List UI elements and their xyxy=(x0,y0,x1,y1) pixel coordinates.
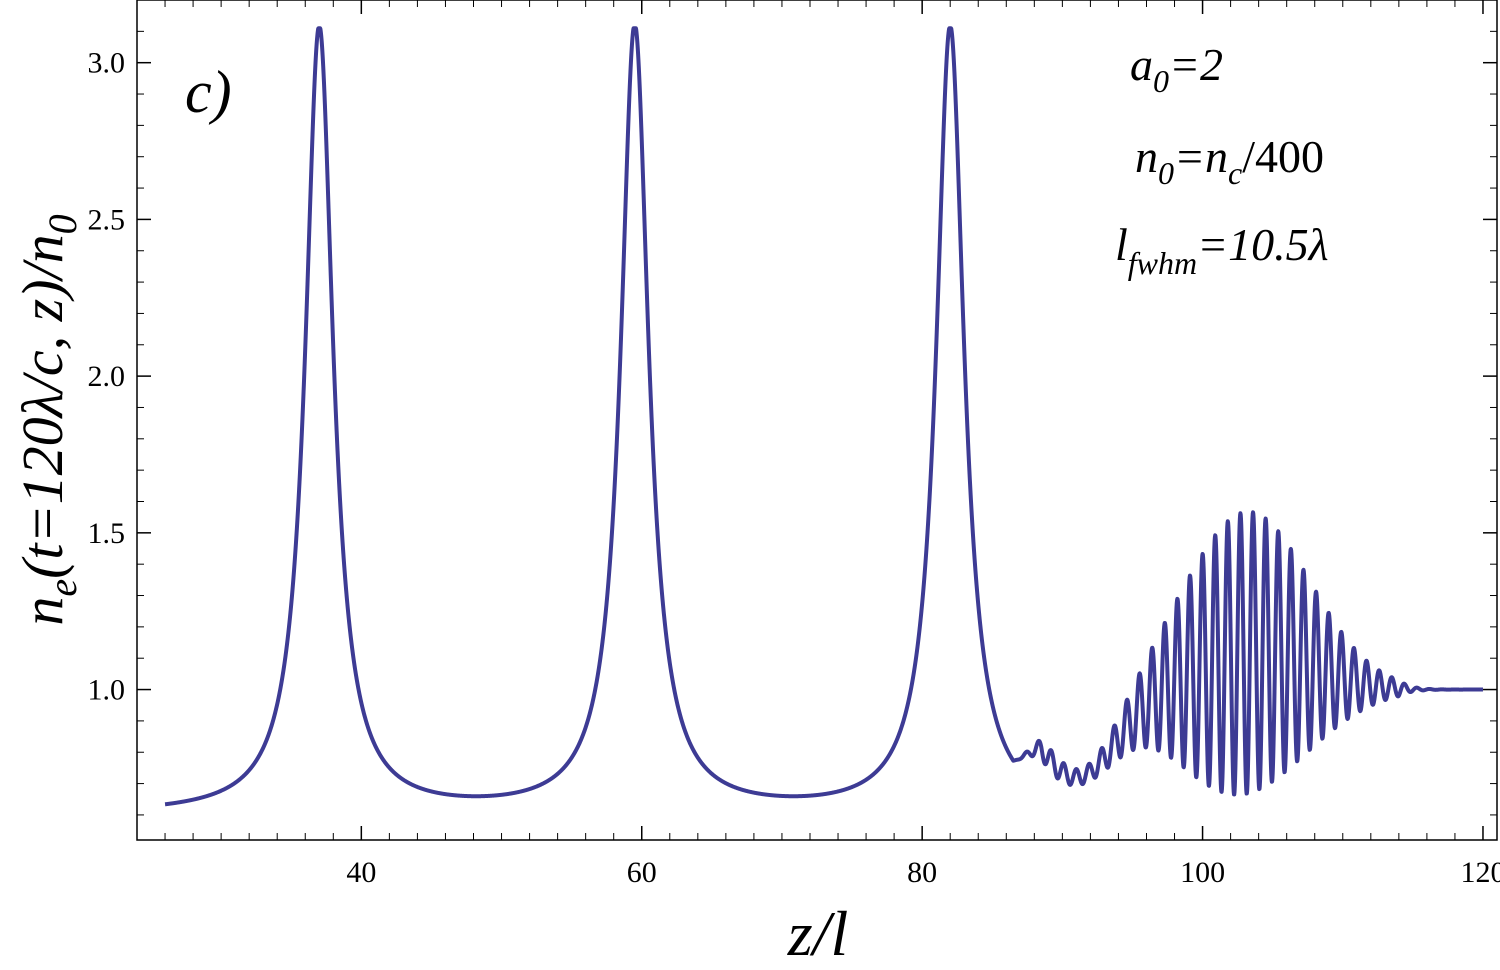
x-tick-label: 40 xyxy=(346,856,376,889)
plot-frame xyxy=(136,0,1498,841)
y-axis-ticks: 1.0 1.5 2.0 2.5 3.0 xyxy=(88,47,1497,707)
x-axis-title: z/l xyxy=(787,898,848,969)
x-axis-ticks: 40 60 80 100 120 xyxy=(346,0,1500,889)
y-tick-label: 1.5 xyxy=(88,517,126,550)
minor-ticks xyxy=(136,0,1497,840)
x-tick-label: 120 xyxy=(1460,856,1500,889)
x-tick-label: 100 xyxy=(1180,856,1225,889)
annotation-a0: a0=2 xyxy=(1130,39,1223,99)
x-tick-label: 60 xyxy=(627,856,657,889)
x-tick-label: 80 xyxy=(907,856,937,889)
y-tick-label: 1.0 xyxy=(88,674,126,707)
y-tick-label: 3.0 xyxy=(88,47,126,80)
y-axis-title: ne(t=120λ/c, z)/n0 xyxy=(10,214,85,625)
density-series-line xyxy=(163,26,1485,807)
annotation-n0: n0=nc/400 xyxy=(1135,131,1324,191)
panel-label: c) xyxy=(185,59,232,125)
y-tick-label: 2.0 xyxy=(88,360,126,393)
annotation-lfwhm: lfwhm=10.5λ xyxy=(1115,219,1329,281)
y-tick-label: 2.5 xyxy=(88,203,126,236)
